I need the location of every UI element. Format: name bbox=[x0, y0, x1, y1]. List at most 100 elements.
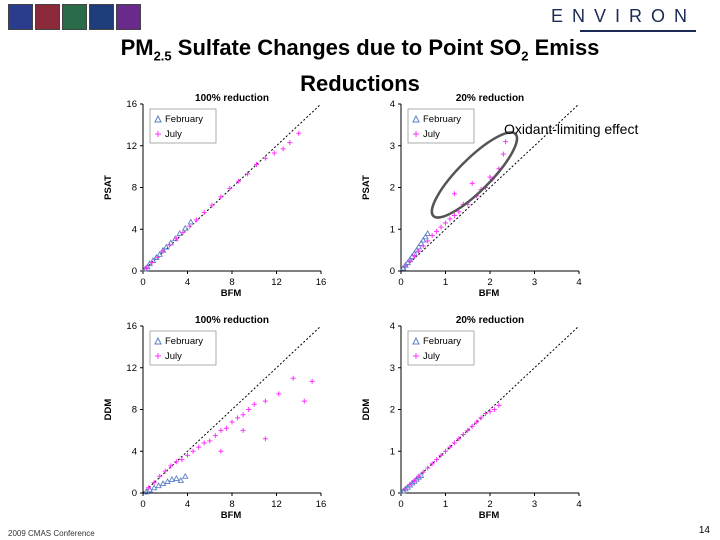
chart2-x-tick-label: 1 bbox=[443, 277, 448, 288]
chart4-point-july bbox=[429, 461, 435, 467]
chart3-y-tick-label: 8 bbox=[132, 405, 137, 416]
chart3-point-july bbox=[262, 436, 268, 442]
chart2-point-february bbox=[422, 233, 429, 240]
chart3-legend-july-marker bbox=[155, 353, 161, 359]
conference-footer: 2009 CMAS Conference bbox=[8, 529, 95, 538]
brand-underline bbox=[580, 30, 696, 32]
chart2-point-july bbox=[503, 139, 509, 145]
chart3-point-february bbox=[168, 476, 176, 482]
chart1-point-july bbox=[287, 140, 293, 146]
chart3-legend-february-label: February bbox=[165, 336, 203, 347]
chart1-point-july bbox=[154, 254, 160, 260]
chart1-y-tick-label: 4 bbox=[132, 224, 137, 235]
chart2-point-july bbox=[402, 263, 408, 269]
chart1-x-tick-label: 4 bbox=[185, 277, 190, 288]
chart3-point-july bbox=[162, 468, 168, 474]
chart4-y-tick-label: 1 bbox=[390, 446, 395, 457]
chart2-y-tick-label: 3 bbox=[390, 141, 395, 152]
chart4-point-july bbox=[496, 402, 502, 408]
chart1-y-tick-label: 12 bbox=[126, 141, 137, 152]
chart3-y-label: DDM bbox=[103, 399, 114, 421]
chart2-legend-february-label: February bbox=[423, 114, 461, 125]
chart3-point-july bbox=[157, 473, 163, 479]
chart4-point-july bbox=[407, 482, 413, 488]
chart4-point-july bbox=[465, 427, 471, 433]
chart2-x-label: BFM bbox=[479, 288, 500, 299]
chart2-legend-february-marker bbox=[412, 114, 420, 123]
chart2-y-label: PSAT bbox=[361, 175, 372, 200]
chart2-point-july bbox=[469, 180, 475, 186]
chart2-x-tick-label: 2 bbox=[487, 277, 492, 288]
chart4-point-july bbox=[460, 432, 466, 438]
chart3-point-july bbox=[190, 448, 196, 454]
chart3-point-july bbox=[173, 459, 179, 465]
chart2-point-july bbox=[451, 212, 457, 218]
chart1-point-july bbox=[149, 260, 155, 266]
chart3-legend-february-marker bbox=[154, 336, 162, 345]
chart3-point-february bbox=[155, 482, 162, 489]
chart3-point-july bbox=[262, 398, 268, 404]
oxidant-annotation: Oxidant-limiting effect bbox=[504, 121, 639, 137]
chart2-y-tick-label: 4 bbox=[390, 99, 395, 110]
chart3-title: 100% reduction bbox=[195, 315, 269, 326]
chart4-point-july bbox=[456, 436, 462, 442]
chart3-x-tick-label: 8 bbox=[229, 499, 234, 510]
chart3-point-february bbox=[159, 480, 167, 487]
chart3-point-july bbox=[201, 440, 207, 446]
chart4-y-label: DDM bbox=[361, 399, 372, 421]
title-pm: PM bbox=[120, 35, 154, 60]
chart3-point-july bbox=[185, 452, 190, 458]
chart2-point-july bbox=[451, 191, 457, 197]
chart2-one-to-one-line bbox=[400, 103, 580, 272]
chart4-x-tick-label: 4 bbox=[576, 499, 581, 510]
chart2-point-july bbox=[407, 258, 413, 264]
chart3-point-february bbox=[150, 484, 158, 491]
chart2-point-february bbox=[413, 246, 420, 253]
title-pm-subscript: 2.5 bbox=[153, 48, 172, 64]
chart2-point-july bbox=[443, 220, 448, 226]
chart1-point-july bbox=[193, 217, 199, 223]
chart3-y-tick-label: 12 bbox=[126, 363, 137, 374]
chart4-x-tick-label: 3 bbox=[532, 499, 537, 510]
brand-name: ENVIRON bbox=[550, 6, 696, 26]
chart4-y-tick-label: 3 bbox=[390, 363, 395, 374]
chart1-x-tick-label: 8 bbox=[229, 277, 234, 288]
chart2-x-tick-label: 0 bbox=[398, 277, 403, 288]
logo-2 bbox=[35, 4, 60, 30]
chart2-point-july bbox=[487, 174, 493, 180]
logo-strip bbox=[8, 4, 141, 30]
chart1-y-tick-label: 8 bbox=[132, 183, 137, 194]
chart1-x-tick-label: 16 bbox=[316, 277, 327, 288]
logo-4 bbox=[89, 4, 114, 30]
chart4-point-february bbox=[415, 473, 423, 480]
chart4-legend-february-marker bbox=[412, 336, 420, 345]
chart1-y-tick-label: 0 bbox=[132, 266, 137, 277]
chart1-x-tick-label: 0 bbox=[140, 277, 145, 288]
chart1-title: 100% reduction bbox=[195, 93, 269, 104]
chart3-x-tick-label: 16 bbox=[316, 499, 327, 510]
chart1-x-tick-label: 12 bbox=[271, 277, 282, 288]
chart4-y-tick-label: 0 bbox=[390, 488, 395, 499]
chart4-point-july bbox=[487, 409, 493, 415]
chart1-point-july bbox=[262, 155, 268, 161]
chart1-y-label: PSAT bbox=[103, 175, 114, 200]
chart4-point-july bbox=[402, 486, 408, 492]
chart2-point-july bbox=[438, 224, 444, 230]
chart3-y-tick-label: 16 bbox=[126, 321, 137, 332]
chart1-point-july bbox=[218, 194, 224, 200]
chart3-point-july bbox=[240, 412, 246, 418]
chart4-point-july bbox=[425, 465, 431, 471]
chart2-point-july bbox=[420, 243, 426, 249]
chart1-legend-box bbox=[149, 108, 217, 144]
chart4-point-july bbox=[447, 444, 453, 450]
chart2-legend-july-label: July bbox=[423, 129, 440, 140]
chart3-x-label: BFM bbox=[221, 510, 242, 521]
chart4-x-tick-label: 1 bbox=[443, 499, 448, 510]
chart3-point-february bbox=[182, 472, 189, 479]
chart3-point-july bbox=[223, 425, 229, 431]
chart3-legend-july-label: July bbox=[165, 351, 182, 362]
chart1-y-tick-label: 16 bbox=[126, 99, 137, 110]
chart1-legend-february-label: February bbox=[165, 114, 203, 125]
chart3-point-july bbox=[235, 415, 241, 421]
chart4-point-july bbox=[474, 419, 480, 425]
